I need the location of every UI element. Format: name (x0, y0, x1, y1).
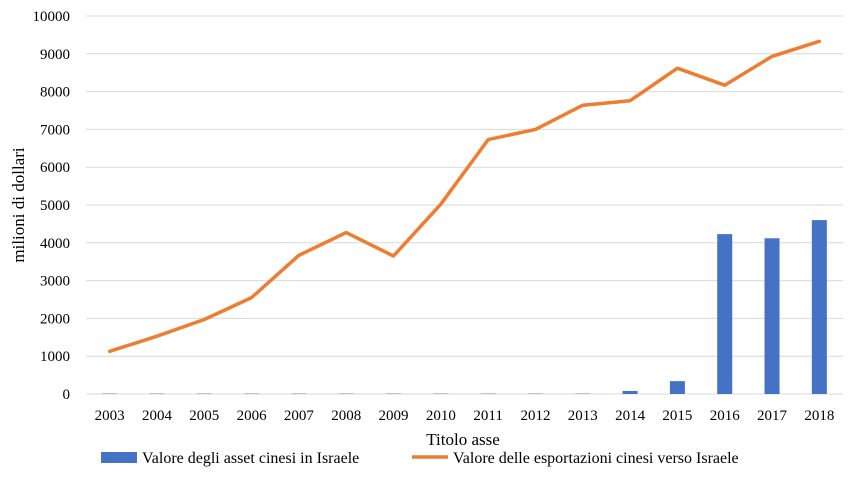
y-axis-title: milioni di dollari (9, 147, 28, 262)
bars (102, 220, 827, 394)
legend-label-exports: Valore delle esportazioni cinesi verso I… (453, 450, 739, 467)
y-tick-labels: 0 1000 2000 3000 4000 5000 6000 7000 8000 9000 100… (33, 9, 71, 403)
x-tick-label: 2004 (142, 408, 173, 424)
x-tick-label: 2014 (615, 408, 646, 424)
legend: Valore degli asset cinesi in Israele Val… (101, 450, 739, 467)
line-series (107, 39, 822, 354)
y-tick-label: 7000 (40, 122, 70, 138)
x-tick-label: 2009 (379, 408, 409, 424)
gridlines (86, 15, 843, 395)
exports-line (107, 39, 822, 354)
x-tick-label: 2015 (662, 408, 692, 424)
x-axis-title: Titolo asse (426, 430, 500, 449)
bar (717, 234, 733, 394)
x-tick-label: 2010 (426, 408, 456, 424)
x-tick-label: 2011 (473, 408, 502, 424)
y-tick-label: 9000 (40, 47, 70, 63)
x-tick-label: 2018 (804, 408, 834, 424)
y-tick-label: 3000 (40, 274, 70, 290)
legend-item-assets: Valore degli asset cinesi in Israele (101, 450, 359, 467)
y-tick-label: 0 (63, 387, 71, 403)
y-tick-label: 2000 (40, 311, 70, 327)
legend-label-assets: Valore degli asset cinesi in Israele (142, 450, 359, 467)
bar (669, 381, 685, 394)
x-tick-label: 2006 (237, 408, 268, 424)
x-tick-labels: 2003 2004 2005 2006 2007 2008 2009 2010 2011 2012… (95, 408, 835, 424)
x-tick-label: 2016 (710, 408, 741, 424)
x-tick-label: 2003 (95, 408, 125, 424)
legend-swatch-assets (101, 452, 137, 463)
y-tick-label: 5000 (40, 198, 70, 214)
x-tick-label: 2008 (331, 408, 361, 424)
y-tick-label: 4000 (40, 236, 70, 252)
x-tick-label: 2012 (520, 408, 550, 424)
y-tick-label: 8000 (40, 85, 70, 101)
bar (622, 390, 638, 394)
legend-item-exports: Valore delle esportazioni cinesi verso I… (412, 450, 739, 467)
y-tick-label: 6000 (40, 160, 70, 176)
bar (811, 220, 827, 394)
bar (764, 238, 780, 394)
x-tick-label: 2013 (568, 408, 598, 424)
x-tick-label: 2005 (189, 408, 219, 424)
x-tick-label: 2017 (757, 408, 788, 424)
y-tick-label: 1000 (40, 349, 70, 365)
x-tick-label: 2007 (284, 408, 315, 424)
y-tick-label: 10000 (33, 9, 71, 25)
